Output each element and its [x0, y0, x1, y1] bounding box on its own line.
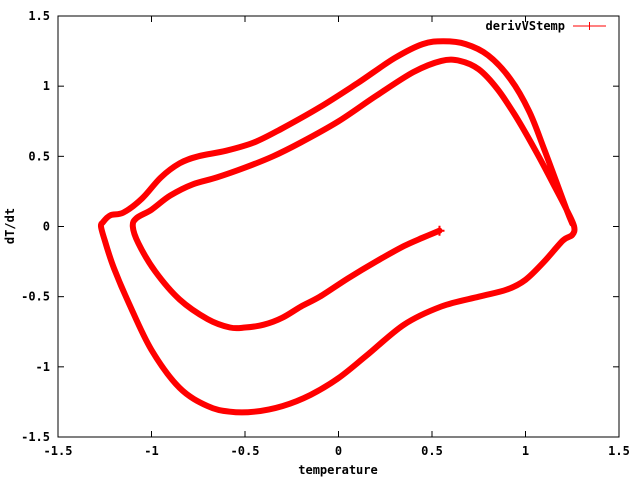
legend-label: derivVStemp	[486, 19, 565, 33]
series-layer	[97, 38, 578, 416]
y-tick-label: 0	[43, 220, 50, 234]
x-tick-label: -1	[144, 444, 158, 458]
x-tick-label: -0.5	[231, 444, 260, 458]
y-tick-label: 1	[43, 79, 50, 93]
series-line	[97, 38, 578, 416]
y-tick-label: -1.5	[21, 430, 50, 444]
x-tick-label: 0	[335, 444, 342, 458]
y-tick-label: -0.5	[21, 290, 50, 304]
x-tick-label: 0.5	[421, 444, 443, 458]
plot-frame	[57, 15, 620, 438]
tick-labels-layer: -1.5 -1 -0.5 0 0.5 1 1.5 -1.5 -1 -0.5 0 0.5 1 1.5	[21, 9, 630, 458]
ticks-layer	[57, 15, 620, 438]
legend: derivVStemp	[486, 19, 606, 33]
y-tick-label: -1	[36, 360, 50, 374]
x-axis-title: temperature	[298, 463, 377, 477]
x-tick-label: 1	[522, 444, 529, 458]
x-tick-label: 1.5	[608, 444, 630, 458]
y-tick-label: 1.5	[28, 9, 50, 23]
x-tick-label: -1.5	[44, 444, 73, 458]
y-tick-label: 0.5	[28, 149, 50, 163]
series-point-marker	[434, 225, 445, 236]
y-axis-title: dT/dt	[3, 208, 17, 244]
